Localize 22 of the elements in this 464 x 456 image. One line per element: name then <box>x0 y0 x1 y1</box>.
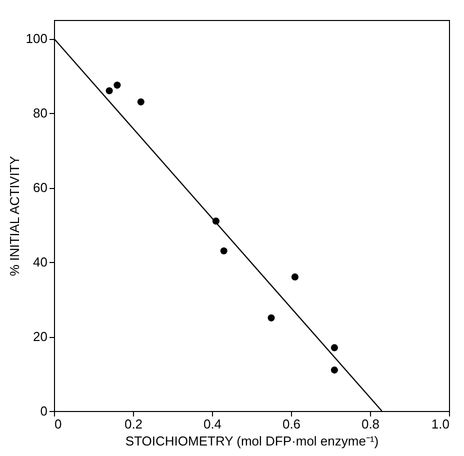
x-tick-label: 0.2 <box>124 416 143 432</box>
y-tick-label: 60 <box>33 180 48 196</box>
point <box>106 87 113 94</box>
y-axis-title: % INITIAL ACTIVITY <box>6 156 22 276</box>
point <box>114 82 121 89</box>
point <box>137 98 144 106</box>
y-tick-label: 80 <box>33 106 48 121</box>
x-tick-label: 0.4 <box>203 416 222 432</box>
x-tick-label: 0.8 <box>361 416 380 432</box>
point <box>268 314 275 322</box>
y-tick-label: 0 <box>40 404 48 418</box>
point <box>220 247 228 254</box>
x-tick-label: 0.6 <box>282 416 301 432</box>
y-tick-label: 40 <box>33 254 48 270</box>
point <box>291 273 298 280</box>
point <box>330 344 338 352</box>
x-tick-label: 1.0 <box>431 416 450 432</box>
point <box>330 366 338 374</box>
x-axis-title: STOICHIOMETRY (mol DFP·mol enzyme⁻¹) <box>125 434 379 448</box>
y-tick-label: 100 <box>26 31 48 46</box>
x-tick-label: 0 <box>54 416 62 432</box>
y-tick-label: 20 <box>33 329 48 344</box>
